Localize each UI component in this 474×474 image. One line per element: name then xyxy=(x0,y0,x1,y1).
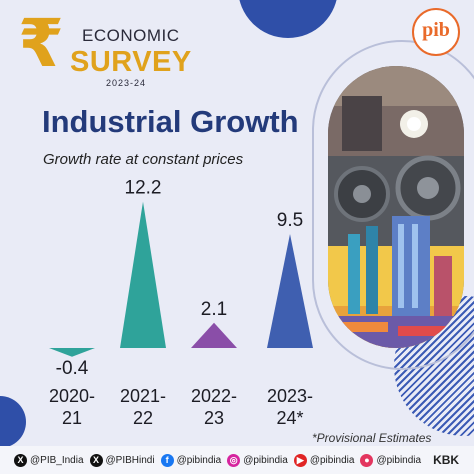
bar-2023-24* xyxy=(267,234,313,348)
social-handle-0[interactable]: X @PIB_India xyxy=(14,453,84,467)
pib-logo-mark: pib xyxy=(422,19,450,41)
category-label-2023-24*-line1: 2023- xyxy=(267,386,313,406)
value-label-2022-23: 2.1 xyxy=(201,299,227,320)
chart-subtitle: Growth rate at constant prices xyxy=(43,151,244,168)
value-label-2021-22: 12.2 xyxy=(125,178,162,199)
social-handle-5[interactable]: ● @pibindia xyxy=(360,453,422,467)
social-handle-label: @pibindia xyxy=(176,454,222,466)
instagram-icon: ◎ xyxy=(227,453,241,467)
social-handle-1[interactable]: X @PIBHindi xyxy=(89,453,155,467)
youtube-icon: ▶ xyxy=(293,453,307,467)
bar-2022-23 xyxy=(191,322,237,348)
logo-economic-text: ECONOMIC xyxy=(82,26,180,45)
category-label-2022-23-line2: 23 xyxy=(204,408,224,428)
social-handle-2[interactable]: f @pibindia xyxy=(160,453,222,467)
rupee-icon: ₹ xyxy=(18,5,64,82)
social-handle-label: @PIB_India xyxy=(30,454,84,466)
social-handle-label: @pibindia xyxy=(309,454,355,466)
x-icon: X xyxy=(14,453,27,467)
bar-2021-22 xyxy=(120,201,166,348)
category-label-2020-21-line2: 21 xyxy=(62,408,82,428)
value-label-2023-24*: 9.5 xyxy=(277,210,303,231)
social-handle-label: @PIBHindi xyxy=(105,454,155,466)
social-handle-label: @pibindia xyxy=(376,454,422,466)
facebook-icon: f xyxy=(160,453,174,467)
koo-icon: ● xyxy=(360,453,374,467)
curve-decoration xyxy=(312,40,474,370)
pib-logo: pib xyxy=(412,8,460,56)
category-label-2022-23-line1: 2022- xyxy=(191,386,237,406)
logo-year-text: 2023-24 xyxy=(106,78,147,88)
logo-survey-text: SURVEY xyxy=(70,46,192,78)
kbk-mark: KBK xyxy=(433,453,460,467)
social-handle-3[interactable]: ◎ @pibindia xyxy=(227,453,288,467)
category-label-2020-21-line1: 2020- xyxy=(49,386,95,406)
chart-title: Industrial Growth xyxy=(42,104,299,139)
category-label-2021-22-line2: 22 xyxy=(133,408,153,428)
provisional-note: *Provisional Estimates xyxy=(312,431,432,445)
bar-2020-21 xyxy=(49,348,95,357)
value-label-2020-21: -0.4 xyxy=(56,358,89,379)
category-label-2023-24*-line2: 24* xyxy=(276,408,303,428)
social-handle-label: @pibindia xyxy=(243,454,288,466)
social-footer: X @PIB_India X @PIBHindi f @pibindia ◎ @pibindi… xyxy=(0,446,474,474)
social-handle-4[interactable]: ▶ @pibindia xyxy=(293,453,355,467)
x-icon: X xyxy=(89,453,103,467)
category-label-2021-22-line1: 2021- xyxy=(120,386,166,406)
economic-survey-logo: ₹ ECONOMIC SURVEY 2023-24 xyxy=(10,5,191,89)
